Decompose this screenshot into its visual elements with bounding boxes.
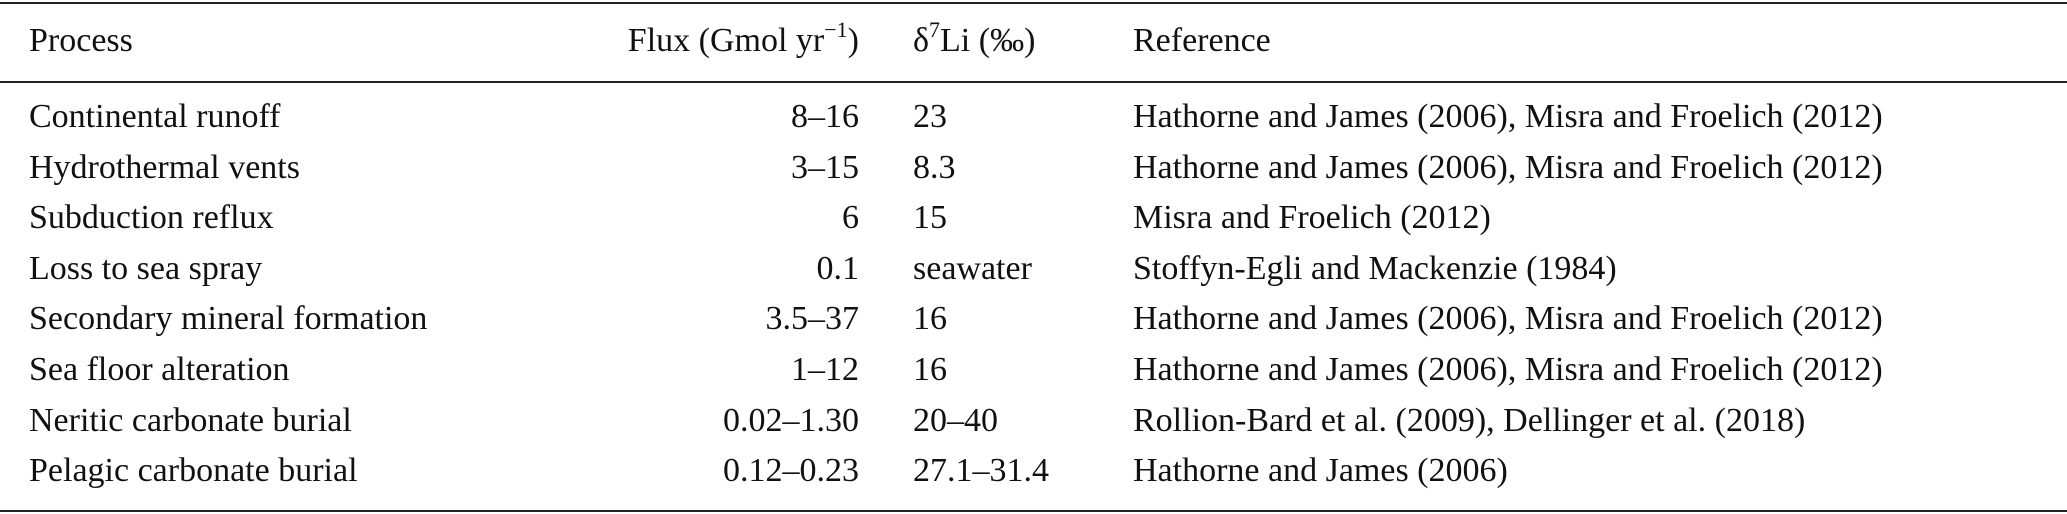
header-superscript: −1 xyxy=(824,17,848,42)
reference: Hathorne and James (2006), Misra and Fro… xyxy=(1133,300,1883,338)
isotope-value: 27.1–31.4 xyxy=(913,452,1049,490)
process-name: Sea floor alteration xyxy=(29,351,290,388)
isotope-value: 16 xyxy=(913,300,947,338)
header-superscript: 7 xyxy=(929,17,941,42)
isotope-value: 16 xyxy=(913,351,947,388)
flux-value: 0.02–1.30 xyxy=(723,401,859,439)
process-name: Continental runoff xyxy=(29,98,281,135)
reference: Stoffyn-Egli and Mackenzie (1984) xyxy=(1133,249,1617,287)
isotope-value: 23 xyxy=(913,98,947,135)
bottom-rule xyxy=(0,510,2067,512)
flux-value: 0.12–0.23 xyxy=(723,452,859,490)
flux-value: 0.1 xyxy=(816,249,860,287)
header-text: δ xyxy=(913,22,930,59)
flux-value: 8–16 xyxy=(791,98,859,135)
isotope-value: 20–40 xyxy=(913,401,998,439)
process-name: Hydrothermal vents xyxy=(29,148,300,186)
top-rule xyxy=(0,2,2067,4)
header-cell: δ7Li (‰) xyxy=(913,19,1036,61)
reference: Hathorne and James (2006) xyxy=(1133,452,1508,490)
process-name: Neritic carbonate burial xyxy=(29,401,352,439)
isotope-value: 8.3 xyxy=(913,148,956,186)
reference: Hathorne and James (2006), Misra and Fro… xyxy=(1133,98,1883,135)
header-cell: Flux (Gmol yr−1) xyxy=(627,19,859,61)
process-name: Secondary mineral formation xyxy=(29,300,428,338)
isotope-value: 15 xyxy=(913,199,947,237)
header-cell: Reference xyxy=(1133,21,1271,61)
flux-value: 3–15 xyxy=(791,148,859,186)
process-name: Pelagic carbonate burial xyxy=(29,452,358,490)
header-cell: Process xyxy=(29,21,133,61)
header-rule xyxy=(0,81,2067,83)
reference: Misra and Froelich (2012) xyxy=(1133,199,1491,237)
reference: Hathorne and James (2006), Misra and Fro… xyxy=(1133,351,1883,388)
flux-value: 3.5–37 xyxy=(765,300,860,338)
reference: Hathorne and James (2006), Misra and Fro… xyxy=(1133,148,1883,186)
process-name: Subduction reflux xyxy=(29,199,274,237)
header-text: ) xyxy=(847,22,859,59)
header-text: Flux (Gmol yr xyxy=(627,22,825,59)
header-text: Reference xyxy=(1133,22,1271,59)
isotope-value: seawater xyxy=(913,249,1032,287)
header-text: Process xyxy=(29,22,133,59)
reference: Rollion-Bard et al. (2009), Dellinger et… xyxy=(1133,401,1806,439)
flux-value: 6 xyxy=(842,199,859,237)
header-text: Li (‰) xyxy=(940,22,1036,59)
process-name: Loss to sea spray xyxy=(29,249,263,287)
flux-value: 1–12 xyxy=(791,351,859,388)
